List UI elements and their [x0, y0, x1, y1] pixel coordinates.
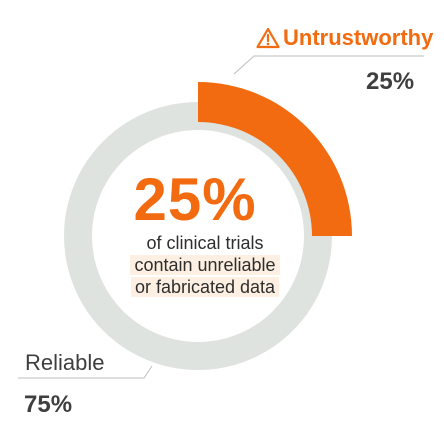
- center-text-line-3: or fabricated data: [131, 277, 279, 297]
- center-percent: 25%: [0, 170, 390, 230]
- untrustworthy-percent: 25%: [366, 70, 414, 94]
- center-text-line-2: contain unreliable: [130, 255, 279, 275]
- center-text-line-1: of clinical trials: [146, 232, 263, 254]
- reliable-label: Reliable: [25, 352, 105, 374]
- untrustworthy-label-text: Untrustworthy: [283, 27, 433, 49]
- warning-triangle-icon: [256, 27, 280, 49]
- center-description: of clinical trials contain unreliable or…: [0, 232, 410, 298]
- untrustworthy-label: Untrustworthy: [256, 27, 433, 49]
- reliable-percent: 75%: [24, 393, 72, 417]
